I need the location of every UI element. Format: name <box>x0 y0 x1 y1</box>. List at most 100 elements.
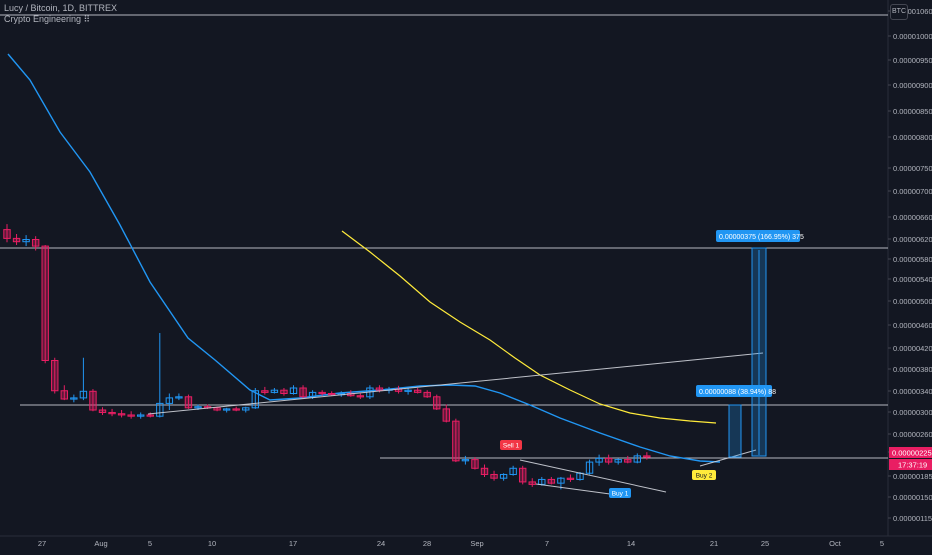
candle-body <box>117 413 126 416</box>
time-axis-label: 5 <box>148 539 152 548</box>
candle <box>328 391 336 396</box>
signal-label: Sell 1 <box>503 443 520 450</box>
candle-body <box>222 408 231 411</box>
candle <box>643 452 651 460</box>
candle-body <box>328 393 336 396</box>
candle <box>356 393 365 399</box>
candle-body <box>499 473 508 479</box>
candle-body <box>375 387 384 391</box>
candle-body <box>452 420 460 462</box>
candle-body <box>156 402 164 417</box>
candle-body <box>442 408 451 422</box>
candle <box>261 386 269 395</box>
candle <box>156 333 164 418</box>
candle <box>184 394 193 409</box>
price-axis-label: 0.00000800 <box>893 133 932 142</box>
time-axis-label: 10 <box>208 539 216 548</box>
candle <box>566 474 575 482</box>
time-axis-label: Oct <box>829 539 842 548</box>
time-axis-label: Aug <box>94 539 107 548</box>
candle <box>585 459 594 475</box>
candle-body <box>308 391 317 398</box>
candle-body <box>251 390 260 409</box>
trend-line <box>535 483 611 495</box>
candle-body <box>423 391 431 398</box>
candle <box>165 393 174 410</box>
candle <box>442 404 451 423</box>
countdown-tag: 17:37:19 <box>898 461 927 470</box>
currency-badge[interactable]: BTC <box>890 4 908 20</box>
price-axis-label: 0.00000340 <box>893 387 932 396</box>
candle-body <box>22 239 30 243</box>
trend-line <box>147 352 764 415</box>
candle-body <box>242 407 250 411</box>
candles <box>3 224 651 490</box>
candle-body <box>318 391 326 395</box>
candle-body <box>12 237 21 243</box>
candle <box>480 464 489 477</box>
candle <box>12 234 21 245</box>
price-axis-label: 0.00000700 <box>893 187 932 196</box>
trend-lines[interactable] <box>147 352 764 495</box>
measure-label-small-bg <box>696 385 772 397</box>
candle-body <box>232 408 240 411</box>
candle-body <box>261 390 269 393</box>
time-axis[interactable]: 27 Aug 5 10 17 24 28 Sep 7 14 21 25 Oct 5 <box>38 539 884 548</box>
price-axis-label: 0.00000420 <box>893 344 932 353</box>
price-axis-label: 0.00000300 <box>893 408 932 417</box>
time-axis-label: 27 <box>38 539 46 548</box>
candle-body <box>137 414 145 417</box>
candle-body <box>51 360 59 392</box>
candle <box>289 385 298 395</box>
current-price-tag: 0.00000225 <box>892 449 932 458</box>
price-axis-label: 0.00000620 <box>893 235 932 244</box>
price-axis-label: 0.00000380 <box>893 365 932 374</box>
time-axis-label: 25 <box>761 539 769 548</box>
current-price-tag-bg <box>889 447 932 458</box>
price-axis-label: 0.00000540 <box>893 275 932 284</box>
price-axis-label: 0.00000150 <box>893 493 932 502</box>
candle-body <box>519 467 527 483</box>
price-axis-label: 0.00000460 <box>893 321 932 330</box>
indicator-title[interactable]: Crypto Engineering ⠿ <box>4 14 91 24</box>
candle-body <box>413 389 422 393</box>
candle-body <box>280 389 288 395</box>
moving-averages <box>7 53 721 463</box>
candle <box>270 388 279 394</box>
countdown-tag-bg <box>889 459 932 470</box>
signal-badge <box>500 440 522 450</box>
candle <box>461 455 470 465</box>
candle-body <box>471 459 479 469</box>
candle <box>624 455 632 464</box>
measure-label-large: 0.00000375 (166.95%) 375 <box>719 234 804 241</box>
measure-box-small <box>728 404 742 458</box>
candle <box>519 465 527 485</box>
signal-label: Buy 1 <box>612 491 629 498</box>
price-axis-label: 0.00000950 <box>893 56 932 65</box>
candle <box>280 388 288 396</box>
candle-body <box>595 457 603 463</box>
time-axis-label: Sep <box>470 539 483 548</box>
measure-tools[interactable]: 0.00000375 (166.95%) 375 0.00000088 (38.9… <box>696 230 804 458</box>
candle-body <box>480 467 489 475</box>
candle-body <box>60 390 68 400</box>
candle <box>51 357 59 394</box>
candle-body <box>98 409 107 413</box>
candle-body <box>614 459 622 463</box>
candle-body <box>184 396 193 409</box>
candle <box>89 389 97 412</box>
price-axis[interactable]: 0.00001060 0.00001000 0.00000950 0.00000900… <box>888 7 932 523</box>
signal-badge <box>692 470 716 480</box>
candle <box>222 407 231 413</box>
symbol-title[interactable]: Lucy / Bitcoin, 1D, BITTREX <box>4 3 118 13</box>
time-axis-label: 7 <box>545 539 549 548</box>
candle <box>60 385 68 401</box>
candle <box>528 478 536 487</box>
signal-sell: Sell 1 <box>500 440 522 450</box>
candle <box>471 457 479 470</box>
grid <box>0 0 932 537</box>
candle <box>299 385 307 399</box>
candle-body <box>146 414 154 417</box>
